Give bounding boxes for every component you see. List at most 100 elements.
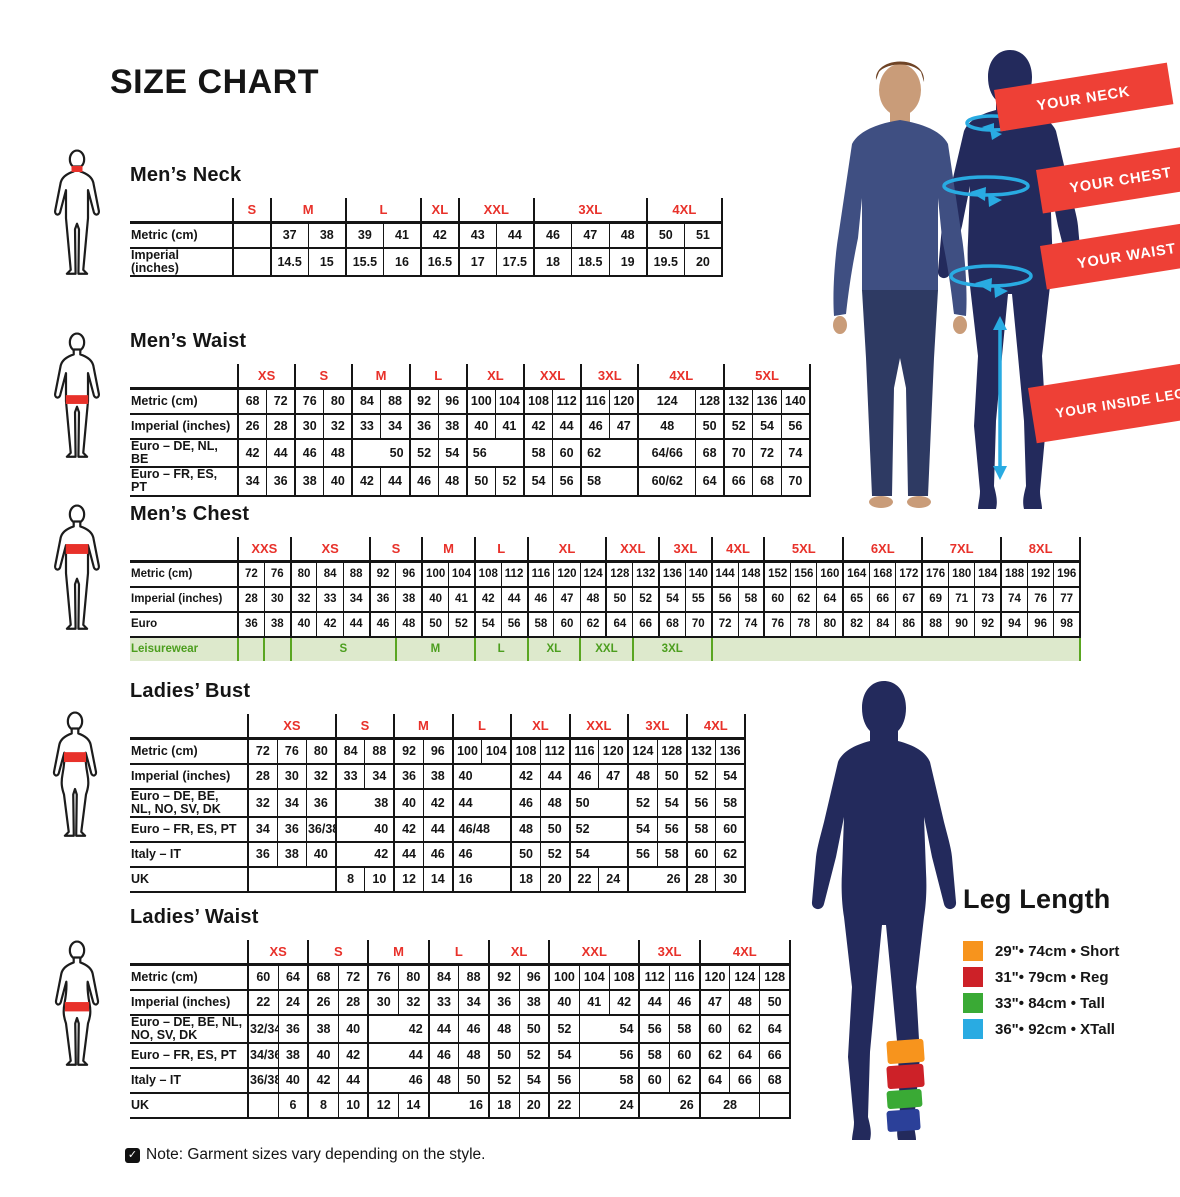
size-cell xyxy=(246,1093,279,1120)
size-cell: 36 xyxy=(305,789,336,819)
table-row: Euro – DE, BE, NL, NO, SV, DK32/34363840… xyxy=(130,1015,792,1045)
size-cell: 36 xyxy=(393,764,424,790)
size-cell: 40 xyxy=(289,612,317,638)
size-cell: 32 xyxy=(323,414,353,440)
size-cell: 38 xyxy=(518,990,550,1016)
size-cell: 24 xyxy=(277,990,309,1016)
size-cell: 56 xyxy=(710,587,739,613)
size-cell: 36 xyxy=(277,1015,309,1045)
size-cell: 128 xyxy=(656,738,687,765)
size-cell: 26 xyxy=(638,1093,700,1120)
size-cell: 37 xyxy=(269,222,309,249)
size-cell: 42 xyxy=(237,439,267,469)
size-cell: 65 xyxy=(842,587,870,613)
size-cell: 48 xyxy=(437,467,467,497)
size-cell: 78 xyxy=(790,612,817,638)
row-label: Euro – DE, NL, BE xyxy=(130,439,238,469)
size-cell: 34 xyxy=(276,789,307,819)
row-label: Metric (cm) xyxy=(130,222,233,249)
table-row: Euro – FR, ES, PT 34 36 38 40 42 44 46 48 50 52 54 5… xyxy=(130,467,811,497)
size-cell: 42 xyxy=(351,467,381,497)
size-cell: 52 xyxy=(487,1068,520,1095)
size-cell: 34 xyxy=(458,990,489,1016)
figure-male-chest-icon xyxy=(54,504,100,630)
size-cell: 80 xyxy=(289,561,317,588)
size-cell: 124 xyxy=(627,738,658,765)
size-cell: 124 xyxy=(637,388,696,415)
size-cell: 50 xyxy=(568,789,629,819)
size-cell: 84 xyxy=(869,612,896,638)
size-cell: 56 xyxy=(656,817,687,844)
size-cell: 90 xyxy=(948,612,975,638)
size-cell: 42 xyxy=(334,842,395,869)
table-row: Imperial (inches) 28 30 32 33 34 36 38 40 41 42 44 4… xyxy=(130,587,1082,613)
size-group-header: XXL xyxy=(457,198,534,224)
size-cell: 41 xyxy=(494,414,524,440)
legend-item: 29"• 74cm • Short xyxy=(963,941,1178,961)
size-group-header: M xyxy=(367,940,429,966)
section-ladies-bust: Ladies’ Bust XS S M L XL XXL 3XL 4XL Metric (cm)… xyxy=(130,680,747,894)
size-cell: 54 xyxy=(578,1015,640,1045)
size-cell: 80 xyxy=(305,738,336,765)
size-cell: 32 xyxy=(305,764,336,790)
size-group-header: XL xyxy=(526,537,607,563)
size-group-header: 4XL xyxy=(710,537,765,563)
size-cell: 148 xyxy=(737,561,765,588)
section-ladies-waist: Ladies’ Waist XS S M L XL XXL 3XL 4XL Metric (cm… xyxy=(130,906,792,1120)
size-cell: 80 xyxy=(816,612,844,638)
size-cell: 92 xyxy=(368,561,396,588)
size-cell: 56 xyxy=(578,1043,640,1070)
size-cell: 52 xyxy=(518,1043,550,1070)
size-cell: 51 xyxy=(683,222,723,249)
size-cell: 188 xyxy=(1000,561,1028,588)
size-cell: 50 xyxy=(487,1043,520,1070)
size-cell: 52 xyxy=(539,842,570,869)
size-group-header: XS xyxy=(247,714,336,740)
size-cell: 14 xyxy=(422,867,453,894)
size-cell: 72 xyxy=(266,388,296,415)
size-cell: 108 xyxy=(522,388,553,415)
size-cell: 38 xyxy=(437,414,467,440)
size-cell: XXL xyxy=(579,637,633,661)
size-cell: 54 xyxy=(627,817,658,844)
size-cell: 50 xyxy=(656,764,687,790)
size-cell: 46 xyxy=(532,222,572,249)
leg-silhouette xyxy=(811,681,957,1140)
size-cell: 36 xyxy=(487,990,520,1016)
table-row: Metric (cm) 72 76 80 84 88 92 96 100 104 108 112 116… xyxy=(130,738,747,765)
size-group-header: 3XL xyxy=(638,940,700,966)
size-cell: 84 xyxy=(334,738,365,765)
size-cell: 96 xyxy=(437,388,467,415)
size-cell: 108 xyxy=(608,964,640,991)
size-cell xyxy=(236,637,265,661)
size-cell: 22 xyxy=(246,990,279,1016)
table-row: Euro – DE, NL, BE 42 44 46 48 50 52 54 56 58 60 62 6… xyxy=(130,439,811,469)
row-label: Imperial (inches) xyxy=(130,248,233,278)
size-cell: 42 xyxy=(422,789,453,819)
size-cell: 24 xyxy=(598,867,629,894)
size-cell: 196 xyxy=(1053,561,1082,588)
size-cell: 56 xyxy=(548,1068,580,1095)
size-group-header: M xyxy=(351,364,410,390)
size-cell: 38 xyxy=(263,612,291,638)
size-cell: 48 xyxy=(458,1043,489,1070)
size-cell: 42 xyxy=(473,587,502,613)
banner-your-waist: YOUR WAIST xyxy=(1040,219,1180,290)
size-cell: 6 xyxy=(277,1093,309,1120)
size-cell: 192 xyxy=(1026,561,1054,588)
size-group-header: XXL xyxy=(568,714,629,740)
size-cell: 26 xyxy=(307,990,339,1016)
figure-male-neck-icon xyxy=(54,149,100,275)
size-cell: 68 xyxy=(237,388,267,415)
section-mens-neck: Men’s Neck S M L XL XXL 3XL 4XL Metric (cm) 37 38… xyxy=(130,164,723,278)
size-cell: 164 xyxy=(842,561,870,588)
row-label: Imperial (inches) xyxy=(130,990,248,1016)
size-cell: 77 xyxy=(1053,587,1082,613)
size-cell: 70 xyxy=(723,439,753,469)
size-cell: 40 xyxy=(307,1043,339,1070)
size-cell: S xyxy=(289,637,396,661)
size-cell: 116 xyxy=(669,964,700,991)
size-cell: 156 xyxy=(790,561,817,588)
size-cell: 132 xyxy=(685,738,716,765)
size-cell: 46 xyxy=(526,587,554,613)
